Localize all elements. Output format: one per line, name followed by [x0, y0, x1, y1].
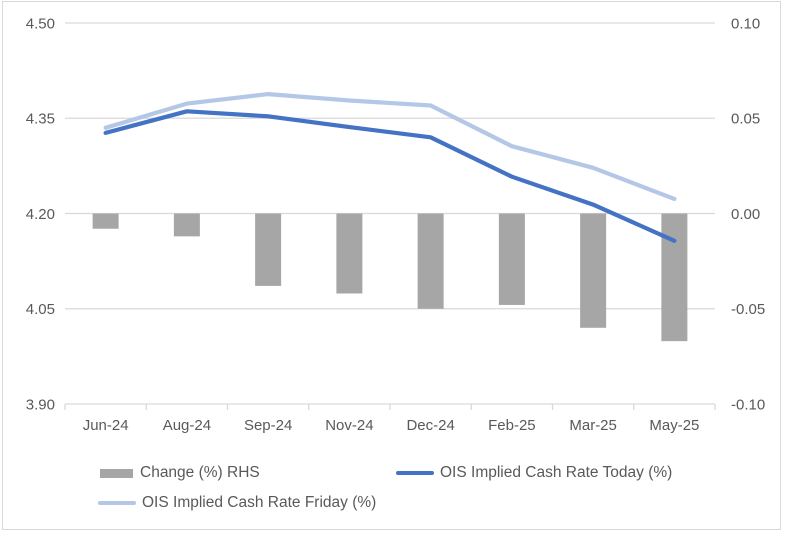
- legend-item-friday: OIS Implied Cash Rate Friday (%): [98, 494, 376, 512]
- legend-item-change: Change (%) RHS: [100, 464, 260, 482]
- line-series-friday: [103, 91, 677, 201]
- legend-label-today: OIS Implied Cash Rate Today (%): [440, 464, 673, 481]
- svg-text:4.35: 4.35: [26, 111, 55, 128]
- legend-swatch-change-bar: [100, 468, 133, 478]
- svg-text:Mar-25: Mar-25: [569, 417, 617, 434]
- svg-text:Jun-24: Jun-24: [83, 417, 129, 434]
- svg-text:4.50: 4.50: [26, 15, 55, 32]
- legend-label-friday: OIS Implied Cash Rate Friday (%): [142, 494, 377, 511]
- svg-text:4.05: 4.05: [26, 301, 55, 318]
- line-series-today: [103, 109, 677, 243]
- x-axis-labels: Jun-24 Aug-24 Sep-24 Nov-24 Dec-24 Feb-25 Mar-…: [83, 417, 700, 434]
- svg-text:Feb-25: Feb-25: [488, 417, 536, 434]
- legend-row-2: OIS Implied Cash Rate Friday (%): [98, 494, 376, 512]
- svg-text:May-25: May-25: [649, 417, 699, 434]
- svg-text:Sep-24: Sep-24: [244, 417, 292, 434]
- chart-svg: 4.50 4.35 4.20 4.05 3.90 0.10 0.05 0.00 -0.05 -0…: [26, 15, 765, 434]
- svg-text:-0.05: -0.05: [731, 301, 765, 318]
- y-axis-right-labels: 0.10 0.05 0.00 -0.05 -0.10: [731, 15, 765, 413]
- legend-item-today: OIS Implied Cash Rate Today (%): [396, 464, 672, 482]
- legend-row-1: Change (%) RHS OIS Implied Cash Rate Tod…: [100, 464, 740, 482]
- legend-swatch-today-line: [396, 470, 434, 476]
- legend-swatch-friday-line: [98, 500, 136, 506]
- svg-text:Nov-24: Nov-24: [325, 417, 373, 434]
- svg-text:4.20: 4.20: [26, 206, 55, 223]
- svg-text:3.90: 3.90: [26, 396, 55, 413]
- svg-text:0.10: 0.10: [731, 15, 760, 32]
- svg-text:0.00: 0.00: [731, 206, 760, 223]
- y-axis-left-labels: 4.50 4.35 4.20 4.05 3.90: [26, 15, 55, 413]
- x-axis-tick-marks: [64, 404, 716, 410]
- svg-text:Dec-24: Dec-24: [406, 417, 454, 434]
- svg-text:0.05: 0.05: [731, 111, 760, 128]
- legend-label-change: Change (%) RHS: [140, 464, 260, 481]
- svg-text:-0.10: -0.10: [731, 396, 765, 413]
- svg-text:Aug-24: Aug-24: [163, 417, 211, 434]
- bar-series-change: [92, 213, 688, 342]
